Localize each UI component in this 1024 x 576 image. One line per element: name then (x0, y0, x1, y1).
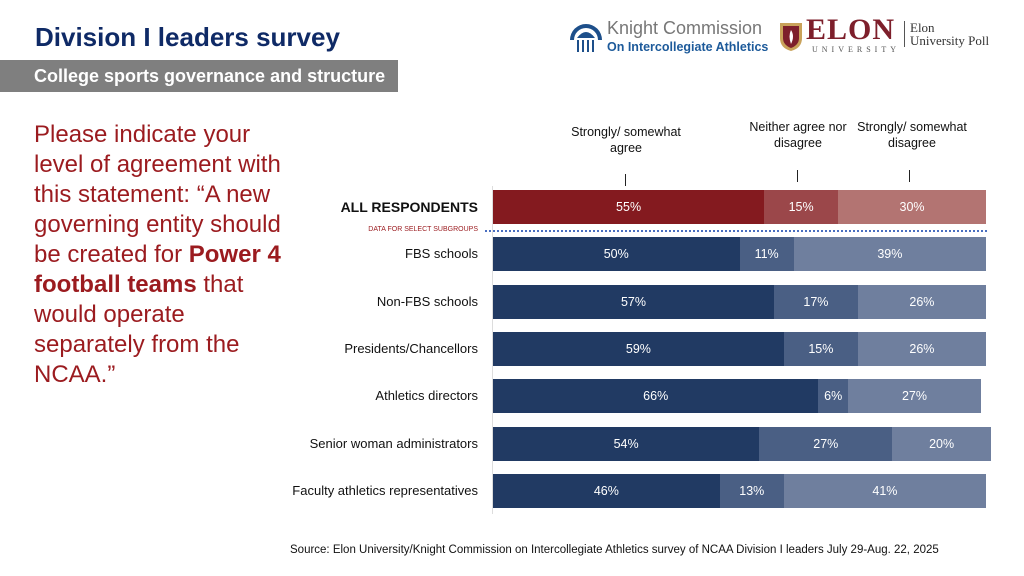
elon-logo-subtext: UNIVERSITY (812, 45, 900, 54)
subtitle-band (0, 60, 398, 92)
knight-commission-subname: On Intercollegiate Athletics (607, 40, 769, 54)
bar-segment: 27% (759, 427, 893, 461)
question-emphasis: Power 4 football teams (34, 241, 281, 298)
bar-segment: 20% (892, 427, 991, 461)
bar-segment: 39% (793, 237, 986, 271)
question-text-end: that would operate separately from the N… (34, 271, 244, 388)
bar-segment: 41% (783, 474, 986, 508)
bar-segment: 54% (493, 427, 760, 461)
elon-shield-icon (780, 23, 802, 51)
source-note: Source: Elon University/Knight Commissio… (290, 544, 939, 556)
category-label: Presidents/Chancellors (344, 341, 478, 356)
bar-segment: 17% (774, 285, 858, 319)
category-label: Athletics directors (375, 388, 478, 403)
bar-segment: 13% (719, 474, 784, 508)
survey-question: Please indicate your level of agreement … (34, 120, 284, 390)
legend-tick (625, 174, 626, 186)
subgroup-note: DATA FOR SELECT SUBGROUPS (368, 226, 478, 233)
bar-segment: 6% (818, 379, 848, 413)
legend-tick (797, 170, 798, 182)
elon-logo-text: ELON (806, 13, 896, 46)
bar-segment: 50% (493, 237, 740, 271)
bar-segment: 26% (857, 332, 986, 366)
bar-segment: 46% (493, 474, 720, 508)
legend-agree: Strongly/ somewhat agree (571, 125, 681, 155)
elon-poll-label: Elon University Poll (904, 21, 990, 47)
bar-segment: 59% (493, 332, 784, 366)
question-text: Please indicate your level of agreement … (34, 121, 281, 268)
category-label: Senior woman administrators (309, 436, 478, 451)
bar-segment: 11% (739, 237, 794, 271)
category-label: Faculty athletics representatives (292, 483, 478, 498)
bar-segment: 15% (764, 190, 839, 224)
subgroup-divider (485, 230, 987, 232)
bar-segment: 15% (783, 332, 858, 366)
bar-segment: 30% (838, 190, 986, 224)
chart-axis (492, 186, 493, 514)
knight-commission-name: Knight Commission (607, 18, 763, 38)
category-label: Non-FBS schools (376, 294, 478, 309)
bar-segment: 55% (493, 190, 765, 224)
page-subtitle: College sports governance and structure (34, 66, 386, 86)
knight-commission-logo-icon (570, 24, 602, 52)
legend-disagree: Strongly/ somewhat disagree (857, 120, 967, 150)
category-label: ALL RESPONDENTS (340, 199, 478, 215)
bar-segment: 57% (493, 285, 774, 319)
legend-tick (909, 170, 910, 182)
category-label: FBS schools (405, 246, 478, 261)
page-title: Division I leaders survey (35, 22, 340, 52)
legend-neither: Neither agree nor disagree (749, 120, 847, 150)
bar-segment: 26% (857, 285, 986, 319)
bar-segment: 27% (847, 379, 982, 413)
bar-segment: 66% (493, 379, 819, 413)
